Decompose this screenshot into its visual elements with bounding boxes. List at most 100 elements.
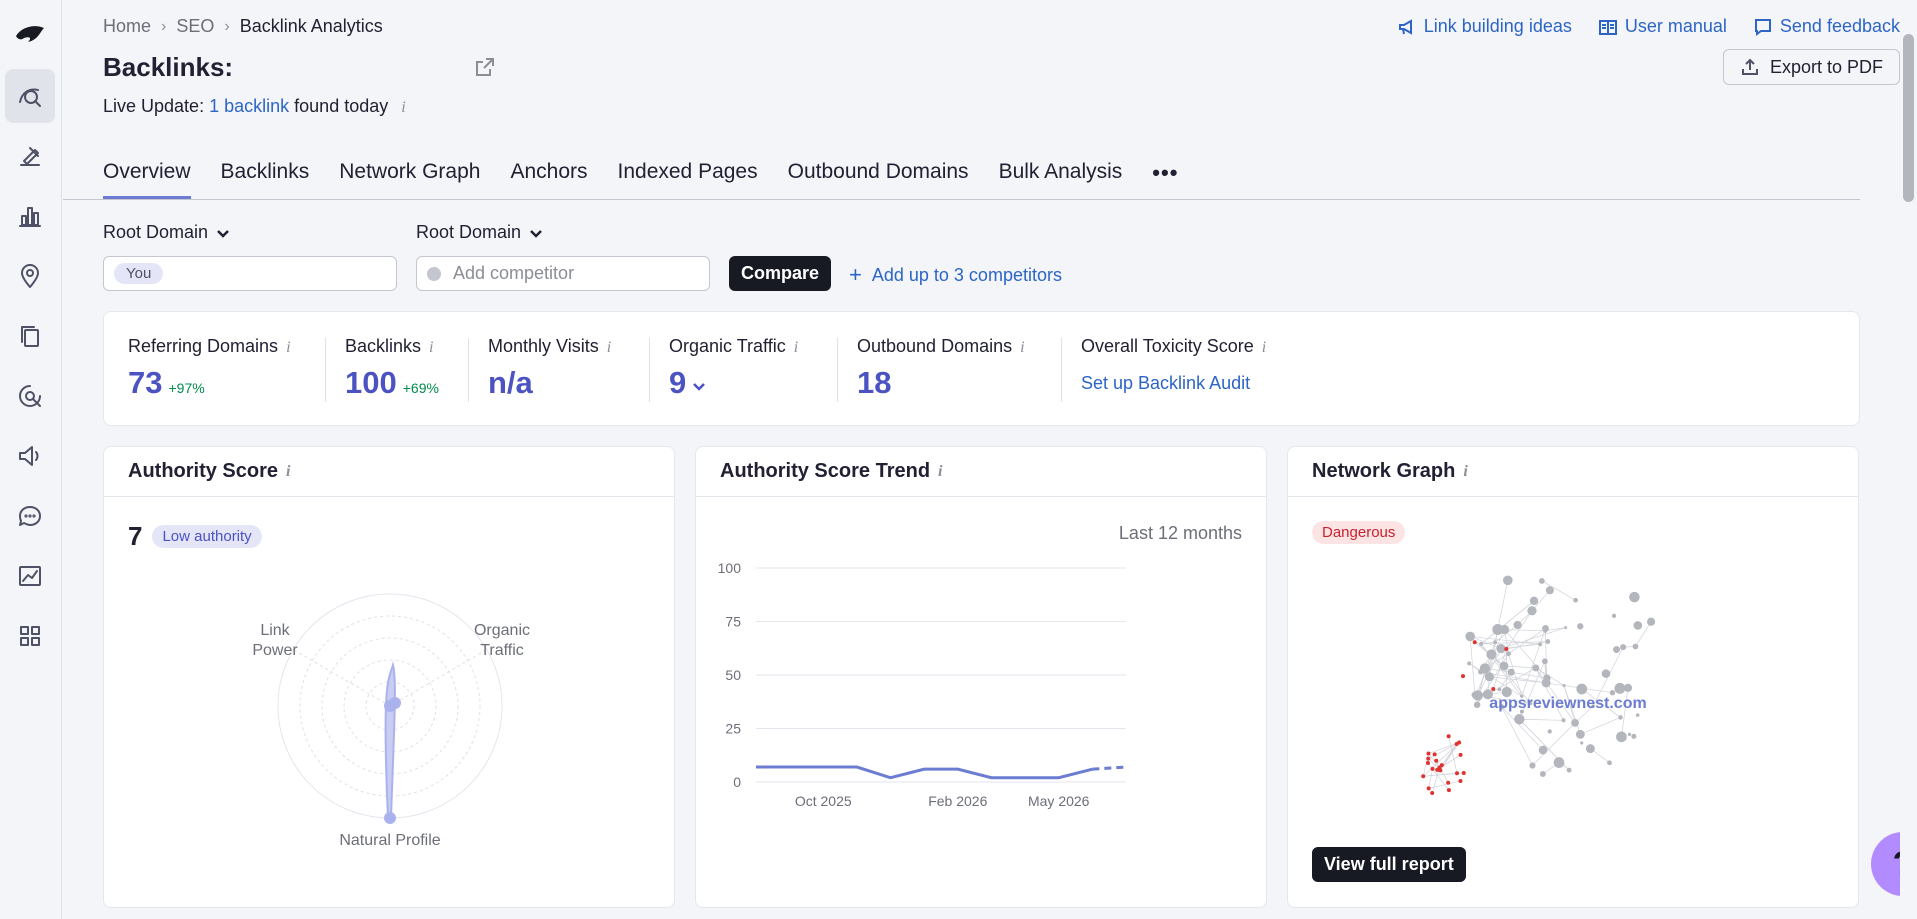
upload-icon: [1741, 58, 1758, 75]
graph-edge: [1428, 743, 1457, 759]
graph-node: [1611, 613, 1617, 618]
graph-edge: [1480, 600, 1535, 645]
graph-node: [1501, 686, 1512, 698]
stat-toxicity: Overall Toxicity Score i Set up Backlink …: [1081, 336, 1266, 394]
live-update-suffix: found today: [294, 96, 389, 116]
send-feedback-link[interactable]: Send feedback: [1753, 16, 1900, 37]
graph-node: [1482, 689, 1493, 700]
graph-node: [1529, 762, 1536, 769]
divider: [325, 338, 326, 402]
tab-indexed-pages[interactable]: Indexed Pages: [617, 160, 758, 183]
tab-bulk-analysis[interactable]: Bulk Analysis: [998, 160, 1123, 183]
graph-node: [1561, 718, 1566, 723]
set-up-backlink-audit-link[interactable]: Set up Backlink Audit: [1081, 373, 1251, 393]
radar-point-organic-traffic: [389, 697, 401, 709]
export-label: Export to PDF: [1769, 56, 1883, 77]
external-link-icon[interactable]: [474, 56, 496, 78]
info-icon[interactable]: i: [1463, 462, 1468, 480]
stat-label: Backlinks: [345, 336, 422, 356]
breadcrumb-seo[interactable]: SEO: [176, 16, 215, 36]
scrollbar-thumb[interactable]: [1903, 34, 1914, 202]
seo-icon[interactable]: [5, 69, 55, 123]
stat-monthly-visits[interactable]: Monthly Visits i n/a: [488, 336, 611, 401]
graph-node: [1577, 623, 1584, 630]
export-pdf-button[interactable]: Export to PDF: [1722, 49, 1900, 85]
info-icon[interactable]: i: [606, 339, 612, 356]
tab-overview[interactable]: Overview: [103, 160, 191, 199]
toxic-node: [1426, 756, 1431, 761]
local-icon[interactable]: [5, 249, 55, 303]
card-title: Authority Score: [128, 460, 279, 482]
graph-node: [1519, 709, 1524, 714]
authority-score-value: 7 Low authority: [128, 521, 262, 552]
toxic-node: [1432, 752, 1437, 757]
info-icon[interactable]: i: [286, 339, 291, 356]
breadcrumb-home[interactable]: Home: [103, 16, 152, 36]
info-icon[interactable]: i: [429, 339, 434, 356]
competitor-input[interactable]: Add competitor: [416, 256, 710, 291]
graph-node: [1520, 694, 1524, 698]
live-update-link[interactable]: 1 backlink: [209, 96, 290, 116]
link-building-label: Link building ideas: [1423, 16, 1572, 36]
apps-icon[interactable]: [5, 609, 55, 663]
tab-outbound-domains[interactable]: Outbound Domains: [787, 160, 969, 183]
advertising-icon[interactable]: [5, 129, 55, 183]
chevron-down-icon[interactable]: [692, 379, 706, 393]
scope-dropdown-you[interactable]: Root Domain: [103, 222, 230, 243]
info-icon[interactable]: i: [401, 99, 406, 116]
tab-backlinks[interactable]: Backlinks: [220, 160, 310, 183]
toxic-node: [1446, 734, 1451, 739]
info-icon[interactable]: i: [1020, 339, 1025, 356]
info-icon[interactable]: i: [1261, 339, 1267, 356]
megaphone-icon: [1398, 18, 1412, 35]
view-full-report-button[interactable]: View full report: [1312, 847, 1466, 882]
scope-dropdown-competitor[interactable]: Root Domain: [416, 222, 543, 243]
stat-organic-traffic[interactable]: Organic Traffic i 9: [669, 336, 798, 401]
info-icon[interactable]: i: [938, 462, 943, 480]
stat-outbound-domains[interactable]: Outbound Domains i 18: [857, 336, 1025, 401]
graph-node: [1539, 771, 1546, 777]
graph-edge: [1563, 685, 1576, 723]
main-content: Home › SEO › Backlink Analytics Link bui…: [63, 0, 1917, 919]
you-domain-field[interactable]: You: [103, 256, 397, 291]
graph-edge: [1481, 641, 1496, 645]
chat-icon[interactable]: [5, 489, 55, 543]
stat-value: 100: [345, 365, 397, 400]
graph-node: [1623, 683, 1633, 692]
tab-network-graph[interactable]: Network Graph: [339, 160, 481, 183]
user-manual-link[interactable]: User manual: [1598, 16, 1727, 37]
chevron-down-icon: [217, 229, 229, 238]
info-icon[interactable]: i: [793, 339, 799, 356]
toxic-node: [1461, 674, 1466, 679]
user-manual-label: User manual: [1624, 16, 1727, 36]
content-icon[interactable]: [5, 309, 55, 363]
graph-node: [1647, 617, 1656, 626]
toxic-node: [1446, 788, 1451, 793]
info-icon[interactable]: i: [286, 462, 291, 480]
stat-backlinks[interactable]: Backlinks i 100 +69%: [345, 336, 439, 401]
graph-node: [1618, 715, 1623, 720]
graph-node: [1576, 683, 1588, 695]
reports-icon[interactable]: [5, 549, 55, 603]
analytics-icon[interactable]: [5, 189, 55, 243]
tab-anchors[interactable]: Anchors: [510, 160, 588, 183]
link-building-ideas-link[interactable]: Link building ideas: [1397, 16, 1572, 37]
graph-edge: [1501, 706, 1544, 751]
social-icon[interactable]: [5, 429, 55, 483]
graph-node: [1484, 672, 1494, 682]
low-authority-badge: Low authority: [152, 525, 262, 548]
compare-button[interactable]: Compare: [729, 256, 832, 291]
graph-node: [1627, 732, 1632, 736]
graph-node: [1502, 575, 1513, 586]
competitor-placeholder: Add competitor: [453, 263, 575, 283]
toxic-node: [1504, 646, 1509, 651]
logo-icon[interactable]: [14, 22, 46, 46]
stat-delta: +97%: [168, 380, 205, 396]
add-competitors-link[interactable]: + Add up to 3 competitors: [849, 262, 1062, 288]
ai-search-icon[interactable]: [5, 369, 55, 423]
more-tabs-icon[interactable]: •••: [1152, 160, 1179, 185]
axis-label-organic-traffic: Organic: [474, 622, 530, 639]
scrollbar[interactable]: [1900, 0, 1917, 919]
stat-referring-domains[interactable]: Referring Domains i 73 +97%: [128, 336, 291, 401]
graph-edge: [1475, 629, 1505, 696]
